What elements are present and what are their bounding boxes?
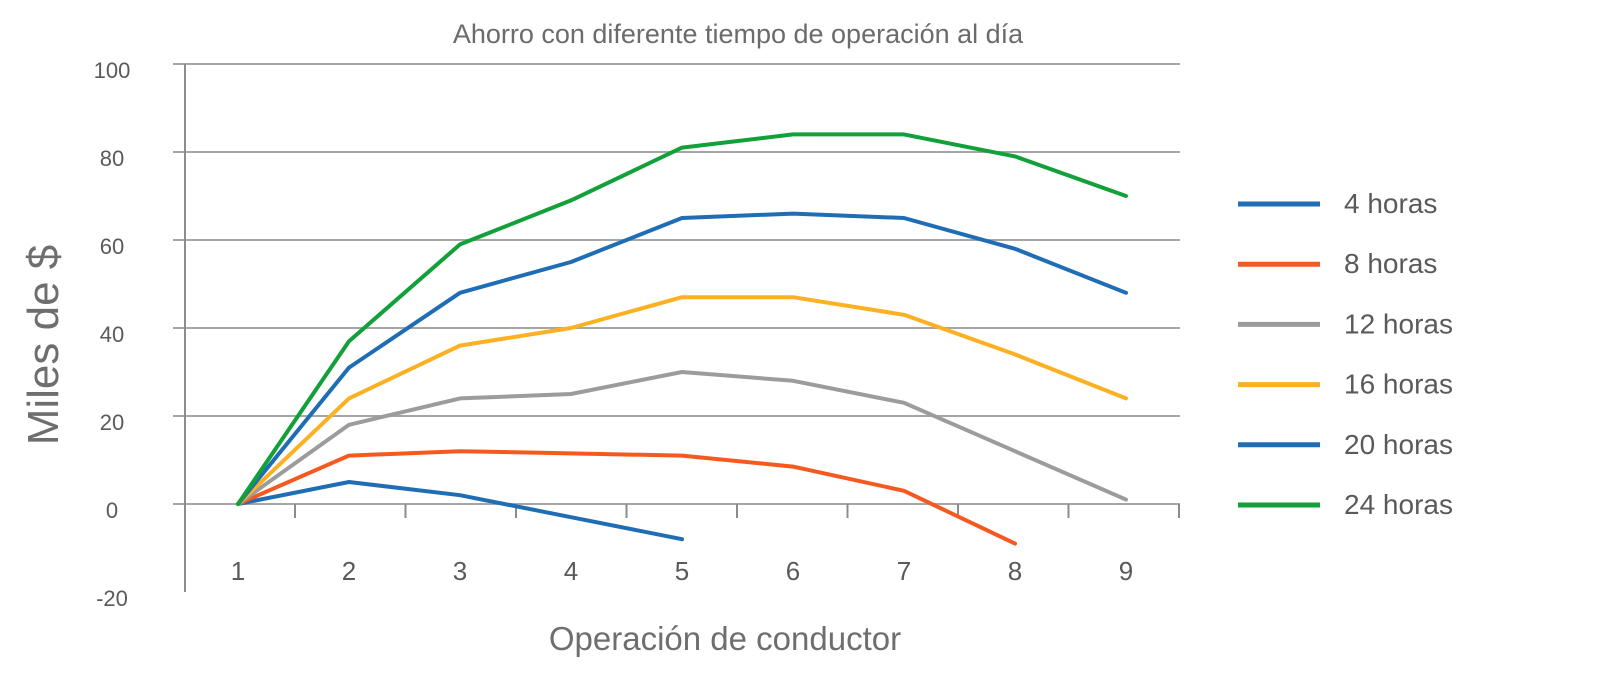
y-axis-label: Miles de $ (19, 245, 68, 446)
x-tick-label: 3 (453, 556, 467, 586)
series-line-24-horas (236, 132, 1128, 506)
legend-label: 24 horas (1344, 489, 1453, 520)
x-tick-label: 7 (897, 556, 911, 586)
y-tick-label: 80 (100, 146, 124, 171)
series-line-20-horas (236, 211, 1128, 506)
x-tick-label: 9 (1119, 556, 1133, 586)
x-tick-label: 5 (675, 556, 689, 586)
legend-label: 4 horas (1344, 188, 1437, 219)
y-tick-label: 20 (100, 410, 124, 435)
series-lines (236, 132, 1128, 546)
x-axis-label: Operación de conductor (549, 620, 901, 657)
x-tick-label: 8 (1008, 556, 1022, 586)
legend-label: 16 horas (1344, 369, 1453, 400)
legend-label: 8 horas (1344, 248, 1437, 279)
series-line-12-horas (236, 370, 1128, 506)
x-tick-label: 2 (342, 556, 356, 586)
series-line-8-horas (236, 449, 1017, 546)
y-tick-labels: 100 80 60 40 20 0 -20 (94, 58, 131, 611)
y-tick-label: 100 (94, 58, 131, 83)
y-tick-label: 0 (106, 498, 118, 523)
y-tick-label: 40 (100, 322, 124, 347)
series-line-4-horas (236, 480, 684, 542)
gridlines (173, 63, 1180, 505)
y-tick-label: -20 (96, 586, 128, 611)
series-line-16-horas (236, 295, 1128, 506)
legend-label: 20 horas (1344, 429, 1453, 460)
x-tick-label: 6 (786, 556, 800, 586)
legend: 4 horas 8 horas 12 horas 16 horas 20 horas 24… (1238, 188, 1453, 520)
x-tick-label: 4 (564, 556, 578, 586)
legend-label: 12 horas (1344, 308, 1453, 339)
x-tick-labels: 1 2 3 4 5 6 7 8 9 (231, 556, 1133, 586)
x-tick-label: 1 (231, 556, 245, 586)
y-tick-label: 60 (100, 234, 124, 259)
chart-title: Ahorro con diferente tiempo de operación… (453, 19, 1024, 49)
